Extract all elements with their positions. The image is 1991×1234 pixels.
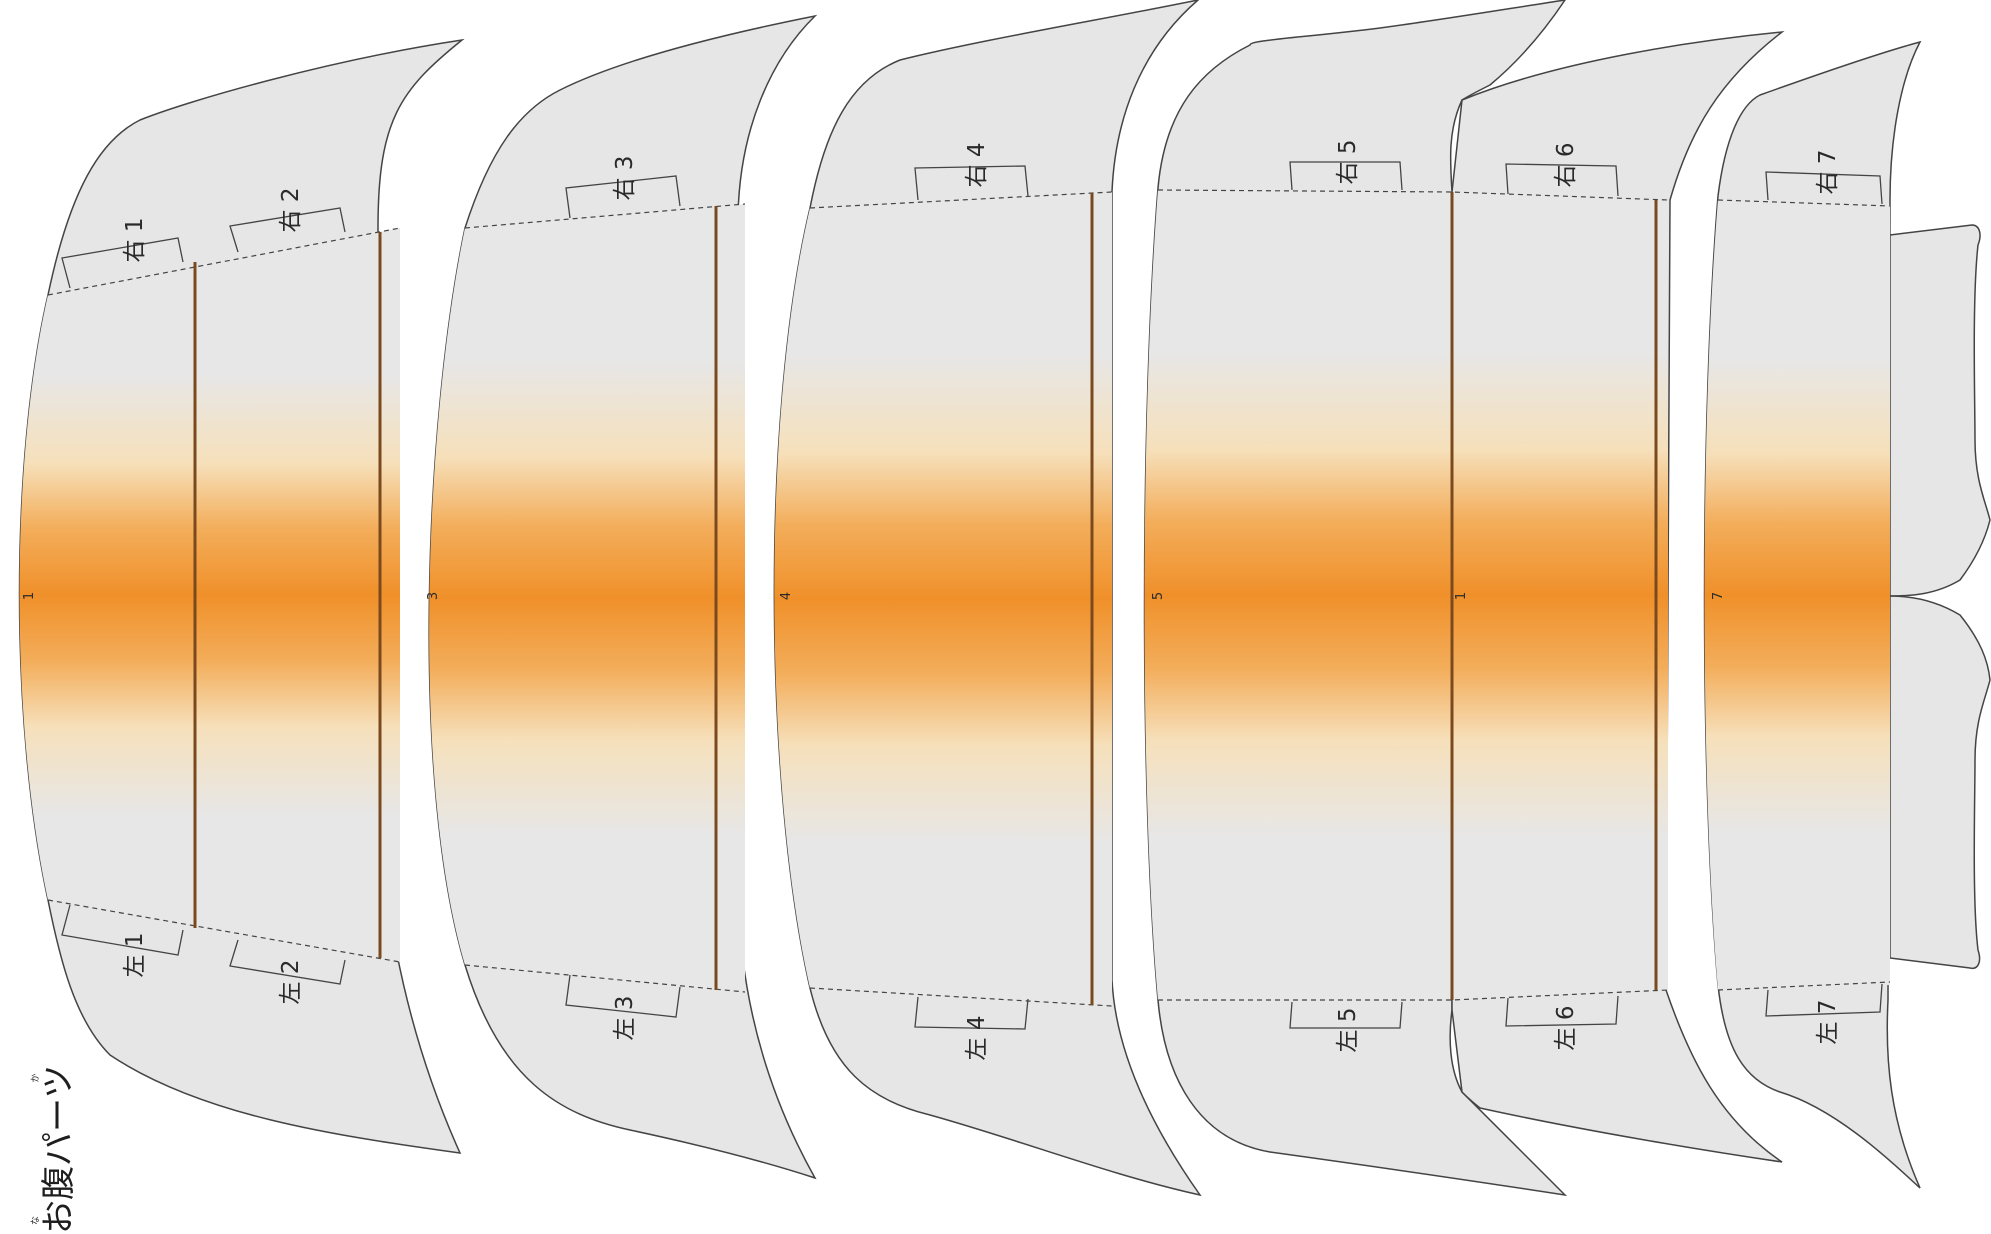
page-title: お腹パーツなか [31, 1044, 79, 1234]
right-label-6: 右 6 [1553, 143, 1579, 188]
right-label-5: 右 5 [1335, 140, 1361, 185]
right-label-1: 右 1 [122, 218, 148, 263]
belly-panel-1: 1 右 1 右 2 左 1 左 2 [18, 38, 465, 1154]
panel-number: 1 [1454, 592, 1469, 600]
panel-number: 4 [779, 592, 794, 600]
panel-number: 1 [22, 592, 37, 600]
left-label-2: 左 2 [278, 960, 304, 1005]
panel-number: 7 [1711, 592, 1726, 600]
panel-number: 3 [426, 592, 441, 600]
title-ruby-text: なか [31, 1064, 41, 1234]
belly-parts-diagram: 1 右 1 右 2 左 1 左 2 3 右 3 左 3 4 右 4 左 4 [18, 0, 1991, 1197]
left-label-5: 左 5 [1335, 1008, 1361, 1053]
left-label-7: 左 7 [1815, 1000, 1841, 1045]
belly-panel-5-6: 5 1 右 5 右 6 左 5 左 6 [1143, 0, 1785, 1197]
right-label-2: 右 2 [278, 188, 304, 233]
belly-panel-4: 4 右 4 左 4 [773, 0, 1202, 1197]
left-label-6: 左 6 [1553, 1006, 1579, 1051]
belly-panel-3: 3 右 3 左 3 [426, 14, 818, 1180]
left-label-4: 左 4 [964, 1016, 990, 1061]
panel-number: 5 [1151, 592, 1166, 600]
belly-panel-7: 7 右 7 左 7 [1703, 40, 1991, 1189]
title-text: お腹パーツ [39, 1064, 79, 1234]
right-label-7: 右 7 [1815, 150, 1841, 195]
right-label-3: 右 3 [612, 156, 638, 201]
left-label-3: 左 3 [612, 996, 638, 1041]
right-label-4: 右 4 [964, 143, 990, 188]
title-ruby: お腹パーツなか [31, 1064, 79, 1234]
left-label-1: 左 1 [122, 933, 148, 978]
